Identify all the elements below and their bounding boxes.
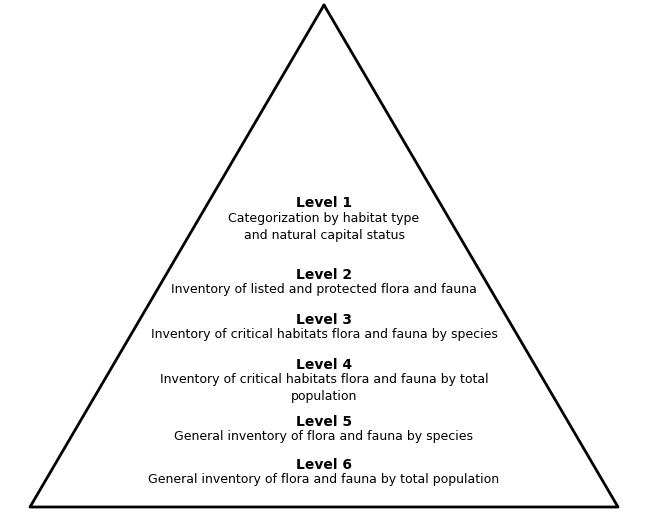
Text: General inventory of flora and fauna by total population: General inventory of flora and fauna by …: [148, 473, 500, 486]
Text: Level 2: Level 2: [296, 268, 352, 282]
Text: Inventory of listed and protected flora and fauna: Inventory of listed and protected flora …: [171, 283, 477, 296]
Text: Level 5: Level 5: [296, 415, 352, 429]
Text: Inventory of critical habitats flora and fauna by species: Inventory of critical habitats flora and…: [150, 328, 498, 341]
Text: Categorization by habitat type
and natural capital status: Categorization by habitat type and natur…: [229, 212, 419, 242]
Text: General inventory of flora and fauna by species: General inventory of flora and fauna by …: [174, 430, 474, 443]
Text: Level 1: Level 1: [296, 196, 352, 210]
Text: Level 4: Level 4: [296, 358, 352, 372]
Text: Inventory of critical habitats flora and fauna by total
population: Inventory of critical habitats flora and…: [159, 373, 489, 403]
Text: Level 3: Level 3: [296, 313, 352, 327]
Text: Level 6: Level 6: [296, 458, 352, 472]
